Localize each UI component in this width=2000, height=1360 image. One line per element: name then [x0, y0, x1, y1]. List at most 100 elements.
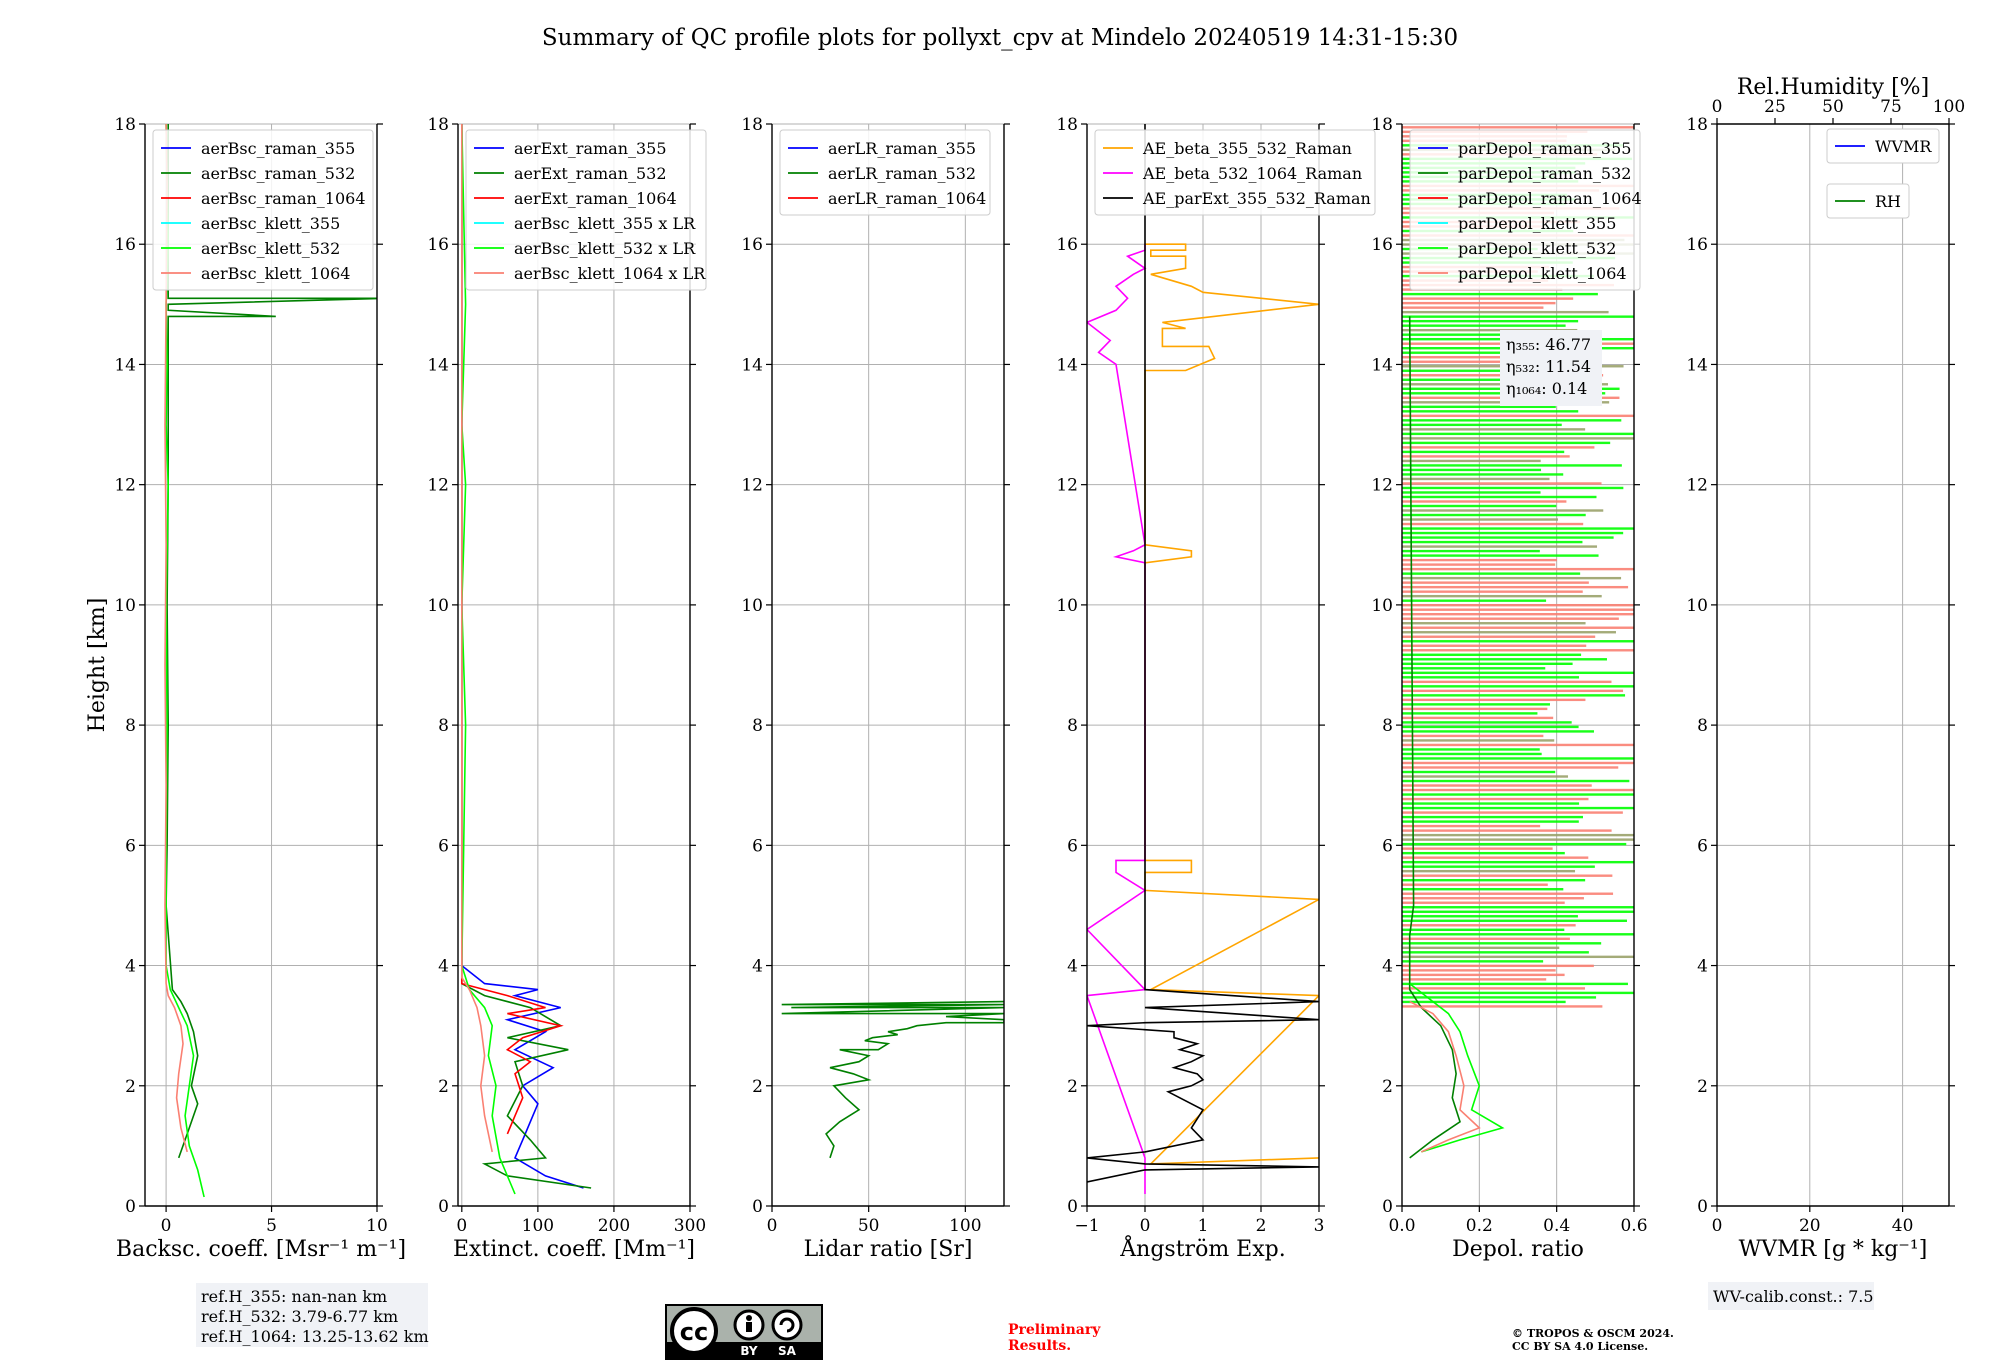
eta-label: η₃₅₅: 46.77 [1506, 335, 1591, 354]
ytick-label: 4 [438, 957, 449, 977]
depol-band [1402, 662, 1573, 665]
legend-label: parDepol_klett_532 [1458, 239, 1616, 258]
depol-band [1402, 531, 1624, 535]
legend-label: aerLR_raman_532 [828, 164, 976, 183]
ytick-label: 6 [752, 836, 763, 856]
top-tick-label: 100 [1933, 97, 1965, 117]
depol-band [1402, 301, 1556, 305]
cc-logo-icon [670, 1307, 718, 1355]
ytick-label: 2 [438, 1077, 449, 1097]
wv-calib-box-bg [1708, 1282, 1874, 1310]
depol-band [1402, 725, 1579, 729]
ytick-label: 12 [1056, 476, 1078, 496]
depol-band [1402, 567, 1634, 571]
depol-band [1402, 432, 1634, 436]
xtick-label: 0 [1140, 1216, 1151, 1236]
legend-label: aerBsc_klett_355 [201, 214, 340, 233]
depol-band [1402, 775, 1569, 778]
ytick-label: 2 [1067, 1077, 1078, 1097]
depol-band [1402, 585, 1629, 589]
ytick-label: 12 [741, 476, 763, 496]
legend-label: aerExt_raman_355 [514, 139, 667, 158]
depol-band [1402, 721, 1572, 724]
ytick-label: 2 [752, 1077, 763, 1097]
eta-label: η₅₃₂: 11.54 [1506, 357, 1591, 376]
ytick-label: 6 [1697, 836, 1708, 856]
xtick-label: 0 [161, 1216, 172, 1236]
ytick-label: 12 [1371, 476, 1393, 496]
ytick-label: 0 [125, 1197, 136, 1217]
xaxis-label-bsc: Backsc. coeff. [Msr⁻¹ m⁻¹] [116, 1237, 406, 1262]
depol-band [1402, 572, 1581, 575]
depol-band [1402, 540, 1583, 544]
sa-label: SA [778, 1344, 797, 1358]
depol-band [1402, 315, 1634, 318]
legend-label: aerBsc_raman_532 [201, 164, 355, 183]
series-line-ext-2 [460, 124, 564, 1135]
depol-band [1402, 378, 1577, 381]
ytick-label: 4 [1067, 957, 1078, 977]
depol-band [1402, 644, 1587, 647]
ytick-label: 0 [438, 1197, 449, 1217]
depol-band [1402, 937, 1570, 941]
depol-band [1402, 126, 1634, 129]
ytick-label: 4 [1382, 957, 1393, 977]
depol-band [1402, 635, 1596, 638]
top-tick-label: 75 [1880, 97, 1902, 117]
depol-band [1402, 518, 1559, 521]
ytick-label: 16 [427, 235, 449, 255]
ytick-label: 12 [1686, 476, 1708, 496]
depol-band [1402, 820, 1579, 823]
legend-label: aerBsc_raman_1064 [201, 189, 366, 208]
ytick-label: 10 [1686, 596, 1708, 616]
depol-band [1402, 716, 1554, 720]
depol-band [1402, 1005, 1603, 1008]
ytick-label: 6 [125, 836, 136, 856]
legend-label: aerLR_raman_1064 [828, 189, 986, 208]
depol-band [1402, 563, 1556, 566]
ytick-label: 10 [114, 596, 136, 616]
legend-box [779, 129, 991, 216]
ytick-label: 18 [114, 115, 136, 135]
ytick-label: 14 [741, 355, 763, 375]
depol-band [1402, 734, 1544, 738]
depol-band [1402, 319, 1579, 323]
ytick-label: 0 [1067, 1197, 1078, 1217]
ytick-label: 8 [1382, 716, 1393, 736]
depol-band [1402, 987, 1585, 990]
depol-band [1402, 558, 1557, 562]
depol-band [1402, 310, 1609, 314]
depol-band [1402, 594, 1602, 598]
figure-title: Summary of QC profile plots for pollyxt_… [542, 25, 1458, 51]
series-line-ae-0 [1144, 243, 1319, 1165]
copyright-line1: © TROPOS & OSCM 2024. [1512, 1327, 1674, 1340]
depol-band [1402, 933, 1634, 936]
series-line-ext-1 [460, 124, 592, 1189]
wv-calib-text: WV-calib.const.: 7.5 [1713, 1287, 1874, 1306]
legend-label: parDepol_raman_532 [1458, 164, 1631, 183]
ytick-label: 8 [1697, 716, 1708, 736]
depol-band [1402, 626, 1634, 629]
ytick-label: 10 [1056, 596, 1078, 616]
by-person-head [746, 1315, 752, 1321]
ytick-label: 10 [741, 596, 763, 616]
ytick-label: 14 [114, 355, 136, 375]
depol-band [1402, 486, 1624, 490]
depol-band [1402, 513, 1586, 517]
depol-band [1402, 522, 1584, 526]
top-tick-label: 50 [1822, 97, 1844, 117]
depol-band [1402, 428, 1586, 431]
copyright-line2: CC BY SA 4.0 License. [1512, 1340, 1648, 1353]
depol-band [1402, 824, 1541, 828]
xtick-label: 0 [456, 1216, 467, 1236]
depol-band [1402, 815, 1583, 819]
ytick-label: 16 [114, 235, 136, 255]
depol-band [1402, 996, 1597, 999]
legend-label: aerBsc_klett_1064 x LR [514, 264, 706, 283]
depol-band [1402, 942, 1602, 945]
depol-band [1402, 869, 1576, 873]
ref-height-box: ref.H_355: nan-nan km ref.H_532: 3.79-6.… [196, 1283, 429, 1347]
